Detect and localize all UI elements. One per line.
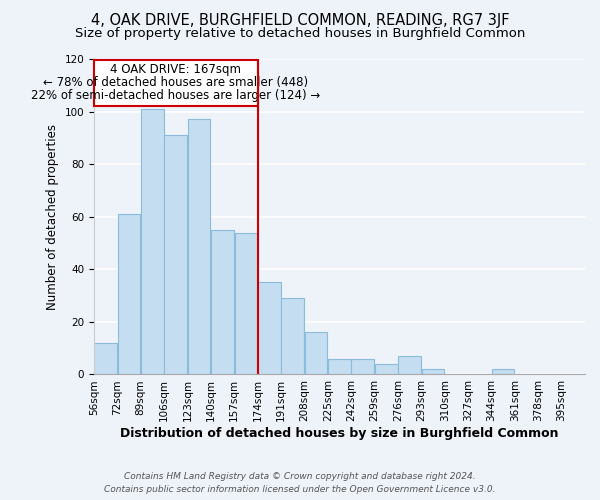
Bar xyxy=(164,135,187,374)
Bar xyxy=(305,332,328,374)
Text: 4, OAK DRIVE, BURGHFIELD COMMON, READING, RG7 3JF: 4, OAK DRIVE, BURGHFIELD COMMON, READING… xyxy=(91,12,509,28)
Bar xyxy=(352,358,374,374)
Text: 4 OAK DRIVE: 167sqm: 4 OAK DRIVE: 167sqm xyxy=(110,63,241,76)
Bar xyxy=(281,298,304,374)
Bar xyxy=(188,120,211,374)
Bar xyxy=(398,356,421,374)
Bar xyxy=(258,282,281,374)
Text: ← 78% of detached houses are smaller (448): ← 78% of detached houses are smaller (44… xyxy=(43,76,308,89)
Bar xyxy=(94,343,117,374)
X-axis label: Distribution of detached houses by size in Burghfield Common: Distribution of detached houses by size … xyxy=(120,427,559,440)
Bar xyxy=(118,214,140,374)
Text: Size of property relative to detached houses in Burghfield Common: Size of property relative to detached ho… xyxy=(75,28,525,40)
Bar xyxy=(235,232,257,374)
Bar xyxy=(211,230,234,374)
Text: Contains HM Land Registry data © Crown copyright and database right 2024.
Contai: Contains HM Land Registry data © Crown c… xyxy=(104,472,496,494)
Y-axis label: Number of detached properties: Number of detached properties xyxy=(46,124,59,310)
Bar xyxy=(422,369,445,374)
Text: 22% of semi-detached houses are larger (124) →: 22% of semi-detached houses are larger (… xyxy=(31,90,320,102)
FancyBboxPatch shape xyxy=(94,60,257,106)
Bar xyxy=(141,109,164,374)
Bar xyxy=(375,364,398,374)
Bar xyxy=(328,358,351,374)
Bar xyxy=(492,369,514,374)
